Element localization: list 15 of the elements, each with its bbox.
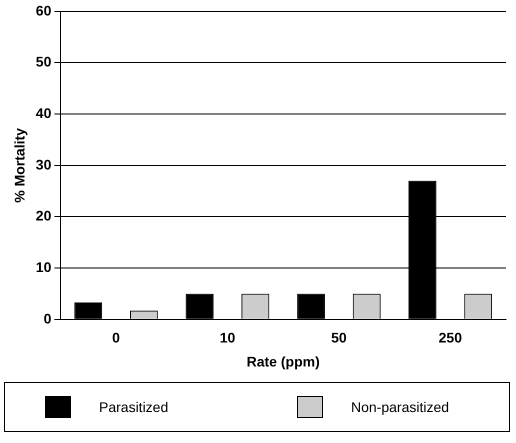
x-axis-title: Rate (ppm)	[246, 353, 320, 370]
x-tick-label: 50	[331, 330, 347, 346]
x-tick-label: 0	[112, 330, 120, 346]
y-tick-label: 50	[36, 54, 52, 70]
y-tick-label: 30	[36, 156, 52, 172]
y-tick-label: 60	[36, 2, 52, 18]
x-tick-label: 250	[438, 330, 462, 346]
legend-label: Non-parasitized	[351, 399, 450, 415]
legend-label: Parasitized	[99, 399, 168, 415]
y-tick-label: 20	[36, 208, 52, 224]
y-axis-title: % Mortality	[11, 128, 28, 203]
x-tick-label: 10	[220, 330, 236, 346]
y-tick-label: 10	[36, 258, 52, 275]
y-tick-label: 40	[36, 104, 52, 121]
y-tick-label: 0	[44, 310, 52, 326]
